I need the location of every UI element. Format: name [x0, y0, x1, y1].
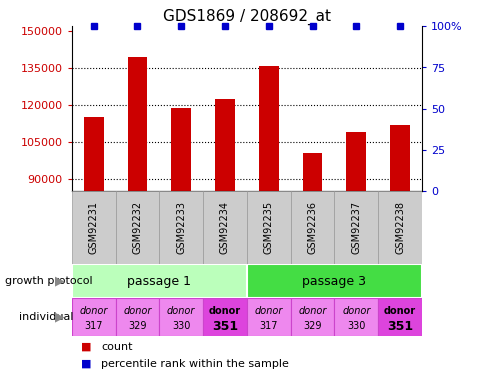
Bar: [84, 117, 103, 191]
Text: passage 3: passage 3: [302, 275, 365, 288]
Bar: [127, 57, 147, 191]
Bar: [171, 108, 191, 191]
Text: 317: 317: [84, 321, 103, 331]
Text: donor: donor: [79, 306, 107, 316]
Text: 329: 329: [128, 321, 146, 331]
Text: GSM92232: GSM92232: [132, 201, 142, 254]
Text: donor: donor: [254, 306, 282, 316]
Text: ▶: ▶: [55, 275, 64, 288]
Text: ▶: ▶: [55, 310, 64, 323]
Text: donor: donor: [123, 306, 151, 316]
Bar: [246, 264, 421, 298]
Text: count: count: [101, 342, 132, 352]
Bar: [333, 191, 378, 264]
Bar: [115, 298, 159, 336]
Text: donor: donor: [166, 306, 195, 316]
Bar: [215, 99, 234, 191]
Bar: [159, 298, 203, 336]
Text: GSM92231: GSM92231: [89, 201, 98, 254]
Bar: [390, 125, 409, 191]
Text: GSM92234: GSM92234: [220, 201, 229, 254]
Bar: [333, 298, 378, 336]
Text: 351: 351: [386, 320, 412, 333]
Bar: [72, 191, 115, 264]
Text: ■: ■: [81, 342, 92, 352]
Bar: [159, 191, 203, 264]
Bar: [302, 153, 322, 191]
Text: donor: donor: [298, 306, 326, 316]
Text: donor: donor: [383, 306, 415, 316]
Bar: [378, 298, 421, 336]
Text: donor: donor: [341, 306, 370, 316]
Bar: [346, 132, 365, 191]
Text: 329: 329: [302, 321, 321, 331]
Bar: [203, 298, 246, 336]
Bar: [378, 191, 421, 264]
Title: GDS1869 / 208692_at: GDS1869 / 208692_at: [163, 9, 330, 25]
Bar: [246, 298, 290, 336]
Text: GSM92237: GSM92237: [350, 201, 361, 254]
Text: GSM92235: GSM92235: [263, 201, 273, 254]
Text: growth protocol: growth protocol: [5, 276, 92, 286]
Bar: [290, 298, 334, 336]
Text: GSM92233: GSM92233: [176, 201, 186, 254]
Text: passage 1: passage 1: [127, 275, 191, 288]
Text: ■: ■: [81, 359, 92, 369]
Text: 317: 317: [259, 321, 277, 331]
Text: individual: individual: [19, 312, 74, 322]
Bar: [290, 191, 334, 264]
Bar: [115, 191, 159, 264]
Bar: [246, 191, 290, 264]
Text: 351: 351: [212, 320, 238, 333]
Text: GSM92236: GSM92236: [307, 201, 317, 254]
Bar: [258, 66, 278, 191]
Text: donor: donor: [209, 306, 241, 316]
Bar: [203, 191, 246, 264]
Text: GSM92238: GSM92238: [394, 201, 404, 254]
Text: 330: 330: [347, 321, 365, 331]
Bar: [72, 264, 246, 298]
Text: percentile rank within the sample: percentile rank within the sample: [101, 359, 288, 369]
Bar: [72, 298, 115, 336]
Text: 330: 330: [172, 321, 190, 331]
